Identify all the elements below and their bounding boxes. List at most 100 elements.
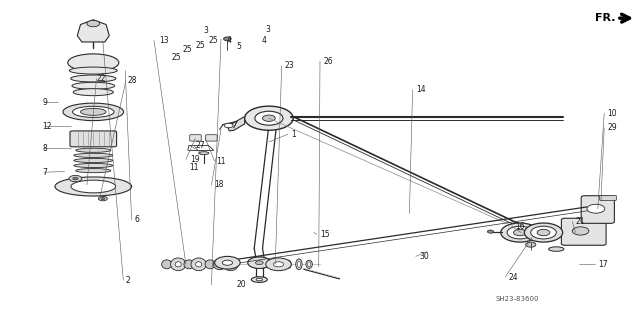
Circle shape [255,261,263,265]
Text: 23: 23 [285,61,294,70]
Circle shape [572,227,589,235]
Ellipse shape [308,262,311,267]
Circle shape [222,260,232,265]
Text: 25: 25 [172,53,182,62]
Circle shape [87,20,100,27]
Ellipse shape [273,259,280,270]
Circle shape [214,256,240,269]
Ellipse shape [71,180,116,193]
Text: 14: 14 [416,85,426,94]
Text: 30: 30 [419,252,429,261]
Circle shape [223,37,231,41]
Ellipse shape [252,277,268,282]
Circle shape [524,223,563,242]
Ellipse shape [213,259,226,270]
Text: 29: 29 [607,123,617,132]
Circle shape [587,204,605,213]
Circle shape [224,123,233,128]
Circle shape [525,242,536,247]
Text: 24: 24 [508,272,518,281]
Ellipse shape [72,106,114,117]
FancyBboxPatch shape [189,135,201,141]
Text: 4: 4 [227,36,232,45]
Circle shape [513,229,526,236]
Text: 15: 15 [320,230,330,239]
FancyBboxPatch shape [70,131,116,147]
Text: 10: 10 [607,109,617,118]
Ellipse shape [55,177,132,196]
Ellipse shape [175,262,181,267]
Text: 21: 21 [575,217,585,226]
Circle shape [73,177,78,180]
Ellipse shape [74,163,113,167]
Circle shape [244,106,293,130]
FancyBboxPatch shape [581,196,614,223]
Ellipse shape [171,258,186,271]
Text: 22: 22 [97,74,106,83]
Circle shape [99,196,108,201]
Text: SH23-83600: SH23-83600 [495,296,539,302]
Circle shape [69,175,82,182]
Text: 3: 3 [266,25,271,34]
Ellipse shape [256,278,262,281]
Ellipse shape [205,260,215,269]
Text: 12: 12 [42,122,52,131]
Ellipse shape [228,262,234,267]
Text: 19: 19 [190,155,200,164]
Polygon shape [227,117,244,131]
Text: 20: 20 [237,280,246,289]
Circle shape [273,262,284,267]
Ellipse shape [184,260,194,269]
Circle shape [537,229,550,236]
Text: 5: 5 [236,42,241,51]
Ellipse shape [74,153,113,158]
Text: 13: 13 [159,36,169,45]
Ellipse shape [285,260,291,269]
Circle shape [262,115,275,122]
Text: 11: 11 [189,163,198,172]
Text: 25: 25 [182,45,193,55]
Ellipse shape [296,259,302,270]
Text: 4: 4 [261,36,266,45]
Ellipse shape [76,168,111,173]
Text: 11: 11 [216,157,226,166]
Text: 6: 6 [135,215,140,224]
Ellipse shape [196,262,202,267]
Ellipse shape [70,75,116,82]
Polygon shape [77,20,109,42]
Ellipse shape [548,247,564,251]
Ellipse shape [198,152,209,155]
Circle shape [531,226,556,239]
Ellipse shape [191,258,206,271]
Ellipse shape [72,82,115,89]
Circle shape [500,223,539,242]
Text: 25: 25 [208,36,218,45]
Text: 26: 26 [323,56,333,65]
Ellipse shape [69,67,117,74]
Circle shape [248,257,271,269]
FancyBboxPatch shape [600,196,616,200]
Circle shape [254,260,264,265]
Ellipse shape [74,159,113,162]
Circle shape [266,258,291,271]
FancyBboxPatch shape [205,135,217,141]
Text: 9: 9 [42,98,47,107]
Ellipse shape [76,148,111,152]
Circle shape [255,111,283,125]
Text: 16: 16 [515,222,524,231]
Ellipse shape [63,103,124,121]
Text: 28: 28 [127,76,136,85]
Text: 8: 8 [42,144,47,153]
FancyBboxPatch shape [561,218,606,245]
Ellipse shape [298,261,301,268]
Text: 25: 25 [195,41,205,50]
Ellipse shape [306,260,312,269]
Ellipse shape [73,89,113,96]
Text: 3: 3 [204,26,209,35]
Ellipse shape [81,108,106,115]
Ellipse shape [162,260,172,269]
Ellipse shape [68,54,119,71]
Ellipse shape [287,262,290,267]
Text: 17: 17 [598,260,607,269]
Circle shape [507,226,532,239]
